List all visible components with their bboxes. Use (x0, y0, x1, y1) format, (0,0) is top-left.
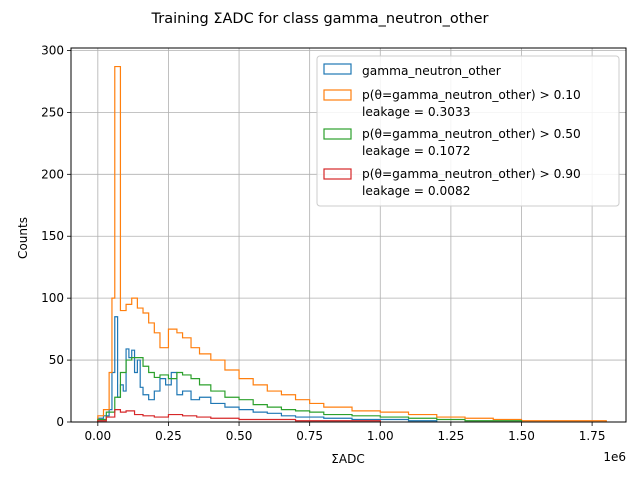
series-step-1 (97, 65, 607, 422)
y-tick-label: 200 (41, 167, 64, 181)
legend-swatch-3 (323, 168, 352, 180)
series-group (97, 65, 607, 422)
x-tick-label: 0.00 (84, 429, 111, 443)
legend-swatch-1 (323, 89, 352, 101)
legend-label-0: gamma_neutron_other (362, 64, 502, 78)
x-axis-label: ΣADC (331, 452, 364, 466)
y-tick-label: 300 (41, 43, 64, 57)
y-axis-label: Counts (16, 217, 30, 259)
legend-box (316, 55, 620, 207)
x-tick-label: 1.50 (508, 429, 535, 443)
y-tick-label: 0 (56, 415, 64, 429)
legend-swatch-2 (323, 128, 352, 140)
x-tick-label: 0.50 (226, 429, 253, 443)
legend-label-2: p(θ=gamma_neutron_other) > 0.50 leakage =… (362, 127, 581, 158)
legend: gamma_neutron_other p(θ=gamma_neutron_oth… (316, 55, 620, 207)
x-axis-ticks: 0.00 0.25 0.50 0.75 1.00 1.25 1.50 1.75 (84, 422, 605, 443)
legend-label-1: p(θ=gamma_neutron_other) > 0.10 leakage =… (362, 88, 581, 119)
series-step-2 (97, 357, 523, 422)
x-tick-label: 1.00 (367, 429, 394, 443)
plot-frame (70, 47, 627, 423)
y-tick-label: 50 (49, 353, 64, 367)
x-tick-label: 1.75 (579, 429, 606, 443)
y-tick-label: 100 (41, 291, 64, 305)
x-tick-label: 0.75 (296, 429, 323, 443)
legend-label-3: p(θ=gamma_neutron_other) > 0.90 leakage =… (362, 167, 581, 198)
x-tick-label: 0.25 (155, 429, 182, 443)
chart-title: Training ΣADC for class gamma_neutron_ot… (151, 11, 489, 27)
legend-swatch-0 (323, 63, 352, 75)
series-step-3 (97, 409, 381, 422)
x-tick-label: 1.25 (438, 429, 465, 443)
y-axis-ticks: 0 50 100 150 200 250 300 (41, 43, 71, 429)
x-offset-label: 1e6 (603, 450, 626, 464)
y-tick-label: 150 (41, 229, 64, 243)
y-tick-label: 250 (41, 105, 64, 119)
